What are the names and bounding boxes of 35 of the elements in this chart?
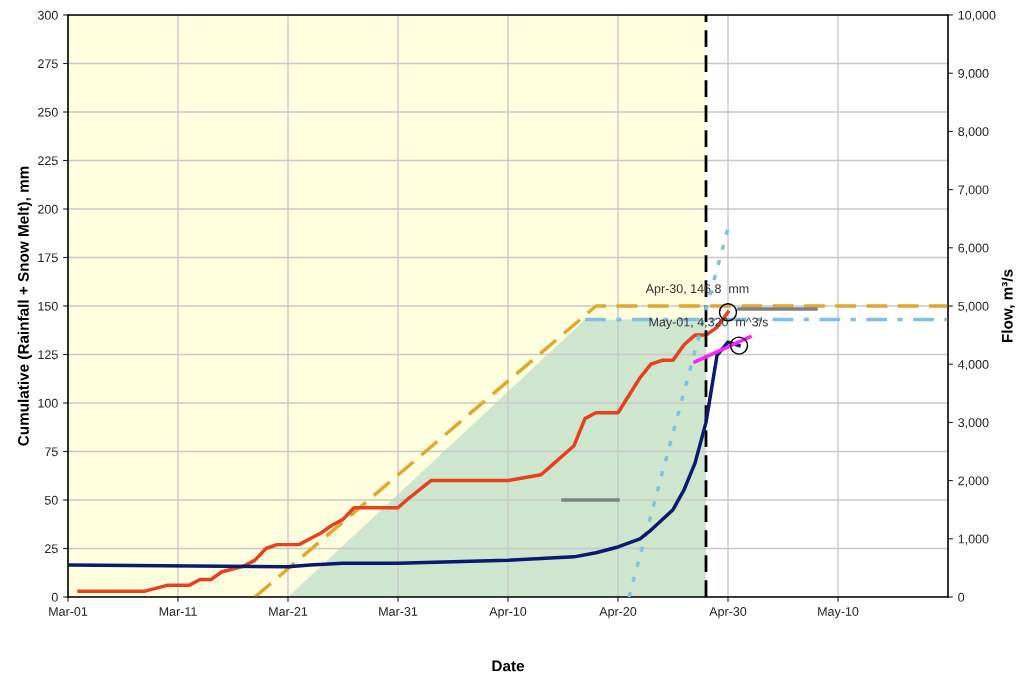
y-tick-label: 225 <box>38 156 58 166</box>
y2-tick-label: 4,000 <box>958 360 989 371</box>
y-tick-label: 75 <box>45 447 58 457</box>
y2-axis-title: Flow, m³/s <box>1001 269 1015 343</box>
y2-tick-label: 6,000 <box>958 243 989 254</box>
y2-tick-label: 0 <box>958 592 965 602</box>
x-tick-label: Apr-10 <box>489 607 527 619</box>
y2-tick-label: 9,000 <box>958 69 989 80</box>
y2-tick-label: 7,000 <box>958 185 989 196</box>
y2-tick-label: 5,000 <box>958 301 989 313</box>
y2-tick-label: 2,000 <box>958 476 989 487</box>
y-tick-label: 25 <box>45 544 58 554</box>
y2-tick-label: 1,000 <box>958 534 989 545</box>
x-axis-title: Date <box>492 660 525 672</box>
y-tick-label: 250 <box>38 107 58 117</box>
y2-tick-label: 3,000 <box>958 418 989 429</box>
y2-tick-label: 8,000 <box>958 127 989 138</box>
y-tick-label: 200 <box>38 204 58 214</box>
x-tick-label: Mar-21 <box>269 607 308 616</box>
y-tick-label: 300 <box>37 10 58 20</box>
y-axis-title: Cumulative (Rainfall + Snow Melt), mm <box>17 166 32 446</box>
y-tick-label: 175 <box>38 253 58 263</box>
x-tick-label: Mar-31 <box>379 607 418 616</box>
y-tick-label: 150 <box>38 301 58 311</box>
y-tick-label: 100 <box>38 398 58 408</box>
x-tick-label: Apr-30 <box>709 607 747 619</box>
y-tick-label: 0 <box>51 592 58 602</box>
x-tick-label: May-10 <box>818 607 859 619</box>
y-tick-label: 125 <box>38 350 58 360</box>
x-tick-label: Mar-01 <box>49 607 88 616</box>
x-tick-label: Mar-11 <box>159 607 197 616</box>
y2-tick-label: 10,000 <box>958 10 996 22</box>
y-tick-label: 275 <box>38 59 58 69</box>
x-tick-label: Apr-20 <box>599 607 637 619</box>
y-tick-label: 50 <box>44 495 58 505</box>
